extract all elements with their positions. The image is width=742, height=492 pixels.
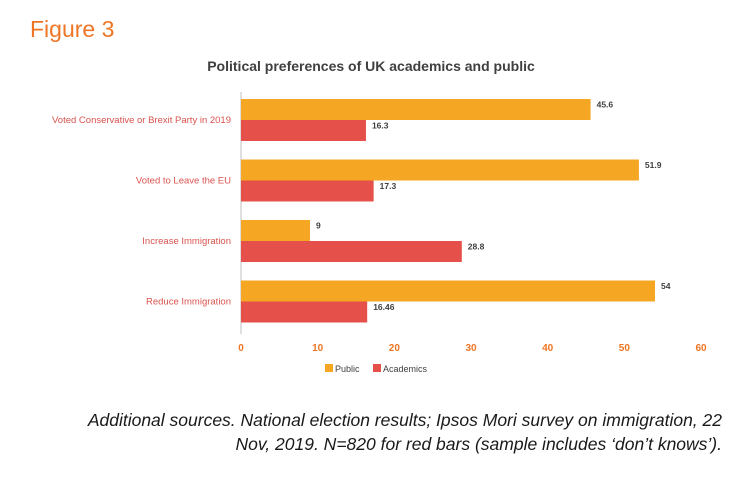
x-tick-label: 10 xyxy=(312,343,324,354)
academics-bar xyxy=(241,241,462,262)
legend-label-public: Public xyxy=(335,364,360,374)
public-bar xyxy=(241,280,655,302)
x-tick-label: 60 xyxy=(695,343,707,354)
x-tick-label: 20 xyxy=(389,343,401,354)
data-label: 16.46 xyxy=(373,302,395,312)
category-label: Voted Conservative or Brexit Party in 20… xyxy=(52,115,231,126)
data-label: 54 xyxy=(661,281,671,291)
legend-label-academics: Academics xyxy=(383,364,428,374)
x-tick-label: 50 xyxy=(619,343,631,354)
figure-caption: Additional sources. National election re… xyxy=(20,408,722,456)
legend-swatch-public xyxy=(325,364,333,372)
data-label: 51.9 xyxy=(645,160,662,170)
caption-line-2: Nov, 2019. N=820 for red bars (sample in… xyxy=(235,434,722,454)
data-label: 16.3 xyxy=(372,121,389,131)
legend-swatch-academics xyxy=(373,364,381,372)
data-label: 17.3 xyxy=(380,181,397,191)
caption-line-1: Additional sources. National election re… xyxy=(87,410,722,430)
bar-chart: Voted Conservative or Brexit Party in 20… xyxy=(52,92,707,374)
chart-title: Political preferences of UK academics an… xyxy=(207,58,535,74)
data-label: 28.8 xyxy=(468,242,485,252)
figure-label: Figure 3 xyxy=(30,16,115,42)
academics-bar xyxy=(241,301,368,323)
public-bar xyxy=(241,159,639,181)
x-tick-label: 30 xyxy=(465,343,477,354)
public-bar xyxy=(241,99,591,120)
academics-bar xyxy=(241,180,374,202)
academics-bar xyxy=(241,120,366,141)
x-tick-label: 0 xyxy=(238,343,244,354)
category-label: Reduce Immigration xyxy=(146,297,231,308)
data-label: 9 xyxy=(316,221,321,231)
category-label: Voted to Leave the EU xyxy=(136,176,231,187)
category-label: Increase Immigration xyxy=(142,236,231,247)
x-tick-label: 40 xyxy=(542,343,554,354)
data-label: 45.6 xyxy=(597,100,614,110)
public-bar xyxy=(241,220,310,241)
